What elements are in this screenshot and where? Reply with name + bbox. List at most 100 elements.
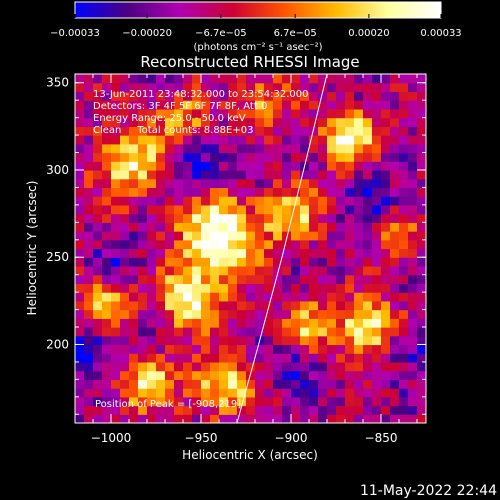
heatmap-cell bbox=[183, 91, 193, 101]
heatmap-cell bbox=[93, 335, 103, 346]
heatmap-cell bbox=[219, 265, 229, 276]
heatmap-cell bbox=[120, 100, 130, 110]
heatmap-cell bbox=[309, 257, 319, 267]
heatmap-cell bbox=[219, 248, 229, 258]
heatmap-cell bbox=[309, 405, 319, 415]
heatmap-cell bbox=[156, 379, 166, 389]
heatmap-cell bbox=[345, 274, 355, 284]
heatmap-cell bbox=[111, 257, 121, 267]
heatmap-cell bbox=[282, 178, 292, 189]
heatmap-cell bbox=[192, 196, 202, 206]
heatmap-cell bbox=[390, 204, 400, 215]
heatmap-cell bbox=[75, 178, 85, 189]
heatmap-cell bbox=[183, 335, 193, 346]
heatmap-cell bbox=[408, 117, 418, 127]
heatmap-cell bbox=[417, 361, 426, 372]
heatmap-cell bbox=[273, 388, 283, 398]
heatmap-cell bbox=[75, 361, 85, 372]
heatmap-cell bbox=[345, 196, 355, 206]
heatmap-cell bbox=[273, 231, 283, 241]
heatmap-cell bbox=[399, 231, 409, 241]
heatmap-cell bbox=[408, 91, 418, 101]
heatmap-cell bbox=[372, 344, 382, 354]
heatmap-cell bbox=[327, 344, 337, 354]
heatmap-cell bbox=[417, 196, 426, 206]
heatmap-cell bbox=[219, 135, 229, 145]
heatmap-cell bbox=[120, 213, 130, 223]
heatmap-cell bbox=[309, 265, 319, 276]
heatmap-cell bbox=[327, 126, 337, 136]
heatmap-cell bbox=[390, 117, 400, 127]
heatmap-cell bbox=[399, 204, 409, 215]
heatmap-cell bbox=[417, 292, 426, 302]
heatmap-cell bbox=[111, 204, 121, 215]
heatmap-cell bbox=[129, 405, 139, 415]
heatmap-cell bbox=[318, 274, 328, 284]
heatmap-cell bbox=[75, 353, 85, 363]
heatmap-cell bbox=[183, 213, 193, 223]
heatmap-cell bbox=[174, 370, 184, 380]
heatmap-cell bbox=[210, 239, 220, 250]
heatmap-cell bbox=[75, 300, 85, 311]
heatmap-cell bbox=[372, 231, 382, 241]
heatmap-cell bbox=[372, 196, 382, 206]
heatmap-cell bbox=[210, 292, 220, 302]
heatmap-cell bbox=[300, 248, 310, 258]
heatmap-cell bbox=[183, 161, 193, 171]
heatmap-cell bbox=[84, 344, 94, 354]
heatmap-cell bbox=[174, 265, 184, 276]
info-line-time: 13-Jun-2011 23:48:32.000 to 23:54:32.000 bbox=[93, 89, 309, 100]
heatmap-cell bbox=[183, 178, 193, 189]
heatmap-cell bbox=[102, 405, 112, 415]
heatmap-cell bbox=[264, 100, 274, 110]
heatmap-cell bbox=[291, 239, 301, 250]
heatmap-cell bbox=[237, 327, 247, 337]
colorbar: −0.00033 −0.00020 −6.7e−05 6.7e−05 0.00020 0.… bbox=[50, 1, 462, 53]
heatmap-cell bbox=[381, 318, 391, 328]
heatmap-cell bbox=[129, 152, 139, 162]
heatmap-cell bbox=[183, 135, 193, 145]
heatmap-cell bbox=[300, 143, 310, 154]
heatmap-cell bbox=[381, 239, 391, 250]
heatmap-cell bbox=[174, 361, 184, 372]
heatmap-cell bbox=[300, 396, 310, 407]
heatmap-cell bbox=[156, 257, 166, 267]
heatmap-cell bbox=[282, 265, 292, 276]
heatmap-cell bbox=[210, 257, 220, 267]
heatmap-cell bbox=[291, 126, 301, 136]
heatmap-cell bbox=[75, 222, 85, 232]
heatmap-cell bbox=[381, 388, 391, 398]
heatmap-cell bbox=[219, 126, 229, 136]
heatmap-cell bbox=[183, 283, 193, 293]
heatmap-cell bbox=[246, 204, 256, 215]
heatmap-cell bbox=[165, 143, 175, 154]
heatmap-cell bbox=[408, 126, 418, 136]
heatmap-cell bbox=[165, 265, 175, 276]
heatmap-cell bbox=[156, 248, 166, 258]
heatmap-cell bbox=[237, 143, 247, 154]
heatmap-cell bbox=[345, 318, 355, 328]
heatmap-cell bbox=[363, 318, 373, 328]
heatmap-cell bbox=[201, 187, 211, 197]
heatmap-cell bbox=[246, 388, 256, 398]
heatmap-cell bbox=[282, 318, 292, 328]
heatmap-cell bbox=[300, 353, 310, 363]
heatmap-cell bbox=[102, 178, 112, 189]
heatmap-cell bbox=[273, 361, 283, 372]
heatmap-cell bbox=[264, 318, 274, 328]
heatmap-cell bbox=[219, 370, 229, 380]
heatmap-cell bbox=[111, 283, 121, 293]
heatmap-cell bbox=[237, 405, 247, 415]
heatmap-cell bbox=[102, 292, 112, 302]
heatmap-cell bbox=[102, 152, 112, 162]
heatmap-cell bbox=[345, 152, 355, 162]
heatmap-cell bbox=[201, 213, 211, 223]
heatmap-cell bbox=[318, 335, 328, 346]
heatmap-cell bbox=[399, 396, 409, 407]
heatmap-cell bbox=[174, 187, 184, 197]
heatmap-cell bbox=[264, 82, 274, 93]
heatmap-cell bbox=[201, 222, 211, 232]
heatmap-cell bbox=[120, 327, 130, 337]
heatmap-cell bbox=[354, 370, 364, 380]
heatmap-cell bbox=[129, 204, 139, 215]
